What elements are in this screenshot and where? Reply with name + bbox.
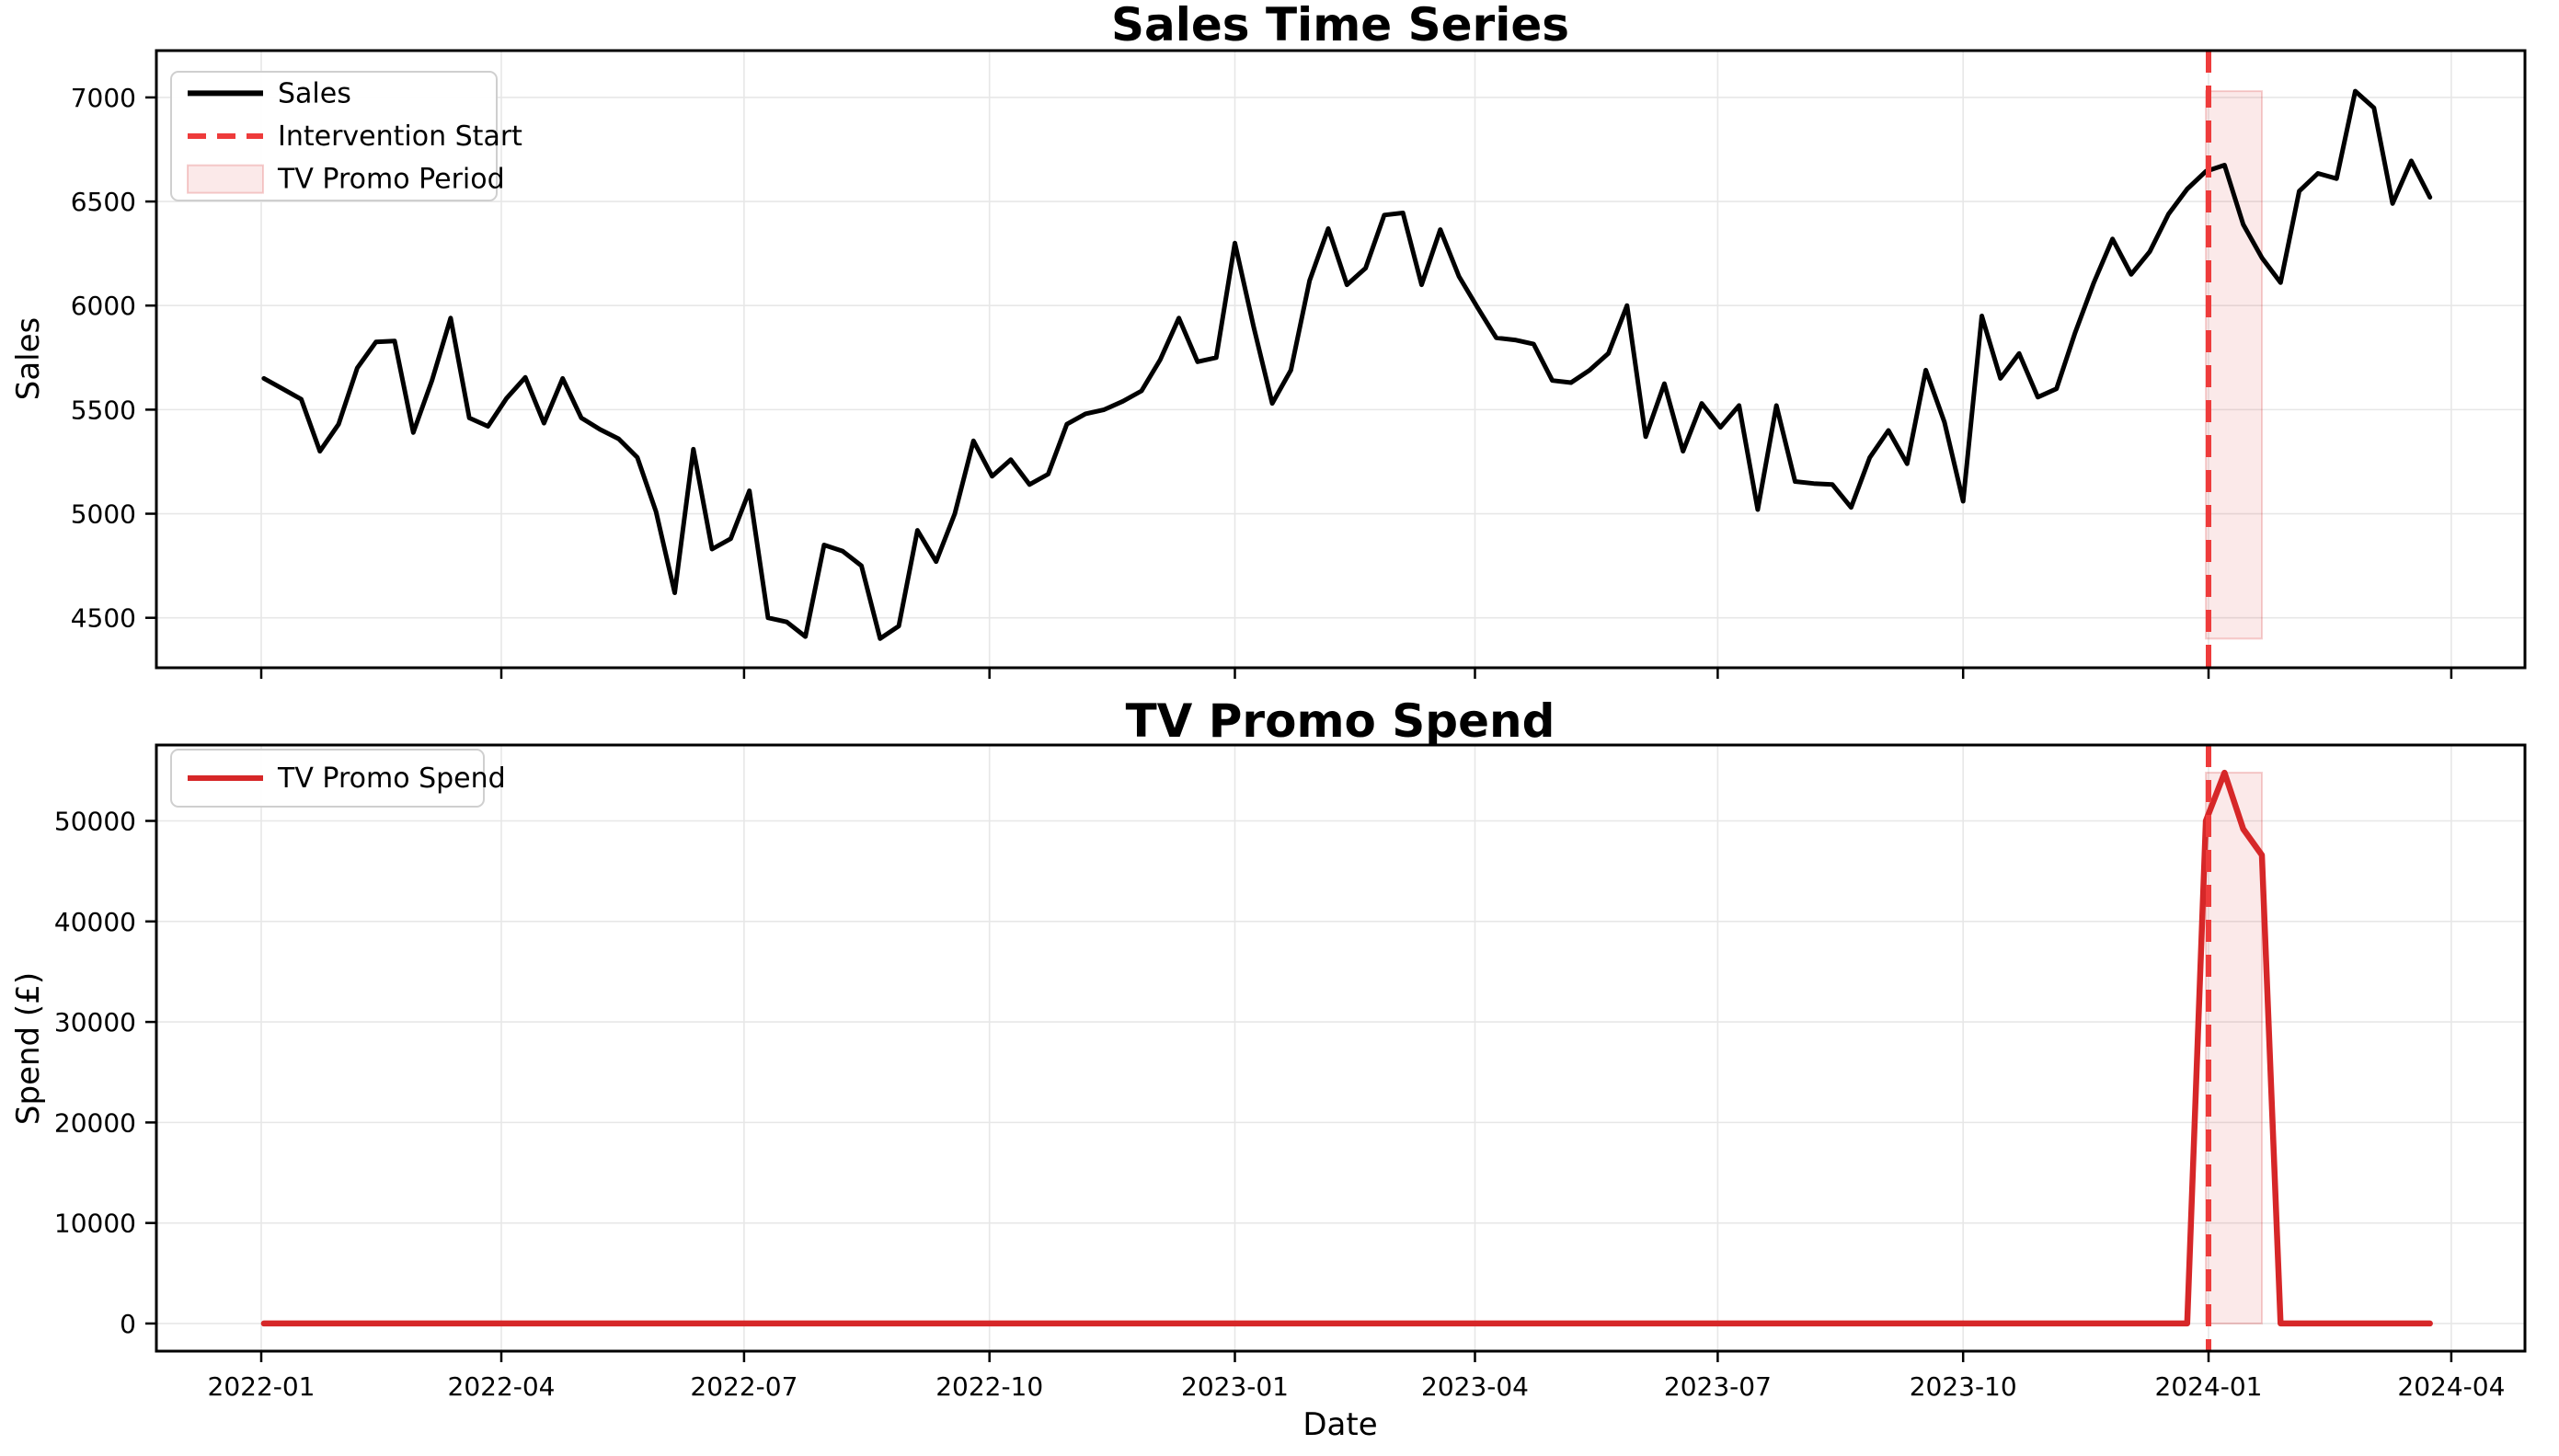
tv-promo-spend-line bbox=[260, 769, 2433, 1327]
bottom-chart-title: TV Promo Spend bbox=[1126, 694, 1555, 748]
y-tick-label: 5500 bbox=[71, 395, 136, 425]
y-tick-label: 0 bbox=[120, 1309, 136, 1339]
x-tick-label: 2023-10 bbox=[1910, 1371, 2017, 1402]
legend-box bbox=[170, 749, 485, 808]
x-tick-label: 2022-07 bbox=[690, 1371, 798, 1402]
y-tick-label: 5000 bbox=[71, 499, 136, 530]
x-tick-label: 2024-04 bbox=[2397, 1371, 2505, 1402]
y-tick-label: 40000 bbox=[54, 907, 136, 937]
top-chart-axes-layer: 4500 5000 5500 6000 6500 7000 bbox=[71, 49, 2527, 679]
bottom-chart-axes-layer: 2022-01 2022-04 2022-07 2022-10 2023-01 2023-… bbox=[54, 743, 2527, 1402]
y-tick-label: 50000 bbox=[54, 807, 136, 837]
bottom-chart-ylabel: Spend (£) bbox=[10, 972, 47, 1125]
bottom-chart-background-layer bbox=[156, 745, 2525, 1351]
tv-promo-period-band bbox=[2205, 90, 2264, 640]
bottom-chart-legend: TV Promo Spend bbox=[170, 749, 506, 808]
x-tick-label: 2024-01 bbox=[2155, 1371, 2263, 1402]
y-tick-label: 10000 bbox=[54, 1209, 136, 1239]
top-chart-background-layer bbox=[156, 51, 2525, 668]
y-tick-label: 7000 bbox=[71, 83, 136, 113]
x-tick-label: 2023-01 bbox=[1181, 1371, 1289, 1402]
legend-item-label: Intervention Start bbox=[278, 120, 522, 153]
legend-item-label: TV Promo Spend bbox=[277, 762, 506, 795]
x-tick-label: 2023-04 bbox=[1421, 1371, 1529, 1402]
bottom-chart-data-layer bbox=[260, 745, 2433, 1351]
legend-item-label: Sales bbox=[278, 77, 351, 109]
top-chart-ylabel: Sales bbox=[10, 317, 47, 401]
x-tick-label: 2022-04 bbox=[448, 1371, 556, 1402]
top-chart-data-layer bbox=[261, 51, 2433, 668]
legend-item-label: TV Promo Period bbox=[277, 164, 505, 196]
x-axis-label: Date bbox=[1302, 1406, 1377, 1443]
y-tick-label: 6000 bbox=[71, 291, 136, 321]
y-tick-label: 20000 bbox=[54, 1107, 136, 1138]
top-chart-title: Sales Time Series bbox=[1111, 0, 1569, 52]
axes-frame bbox=[155, 743, 2527, 1353]
legend-box bbox=[170, 71, 498, 201]
x-tick-label: 2023-07 bbox=[1664, 1371, 1772, 1402]
y-tick-label: 6500 bbox=[71, 187, 136, 217]
tv-promo-period-band bbox=[2205, 772, 2264, 1324]
x-tick-label: 2022-01 bbox=[208, 1371, 316, 1402]
sales-line bbox=[261, 88, 2433, 641]
axes-frame bbox=[155, 49, 2527, 670]
y-tick-label: 30000 bbox=[54, 1007, 136, 1038]
x-tick-label: 2022-10 bbox=[935, 1371, 1043, 1402]
top-chart-legend: Sales Intervention Start TV Promo Period bbox=[170, 71, 522, 201]
y-tick-label: 4500 bbox=[71, 603, 136, 634]
legend-sample-patch bbox=[187, 164, 264, 194]
